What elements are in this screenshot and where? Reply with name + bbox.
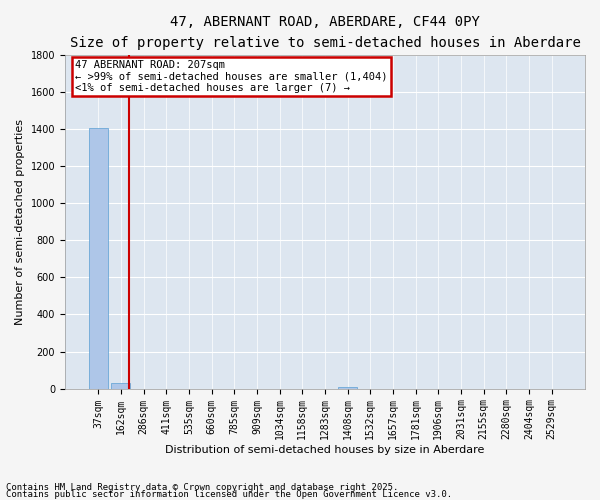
X-axis label: Distribution of semi-detached houses by size in Aberdare: Distribution of semi-detached houses by … [165, 445, 485, 455]
Text: 47 ABERNANT ROAD: 207sqm
← >99% of semi-detached houses are smaller (1,404)
<1% : 47 ABERNANT ROAD: 207sqm ← >99% of semi-… [76, 60, 388, 93]
Title: 47, ABERNANT ROAD, ABERDARE, CF44 0PY
Size of property relative to semi-detached: 47, ABERNANT ROAD, ABERDARE, CF44 0PY Si… [70, 15, 580, 50]
Bar [89, 128, 108, 388]
Bar [111, 383, 130, 388]
Text: Contains public sector information licensed under the Open Government Licence v3: Contains public sector information licen… [6, 490, 452, 499]
Y-axis label: Number of semi-detached properties: Number of semi-detached properties [15, 119, 25, 325]
Text: Contains HM Land Registry data © Crown copyright and database right 2025.: Contains HM Land Registry data © Crown c… [6, 484, 398, 492]
